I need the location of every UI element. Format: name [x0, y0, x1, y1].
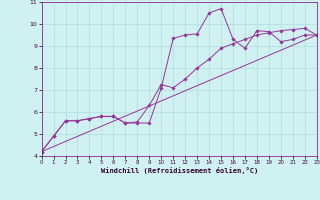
X-axis label: Windchill (Refroidissement éolien,°C): Windchill (Refroidissement éolien,°C) [100, 167, 258, 174]
